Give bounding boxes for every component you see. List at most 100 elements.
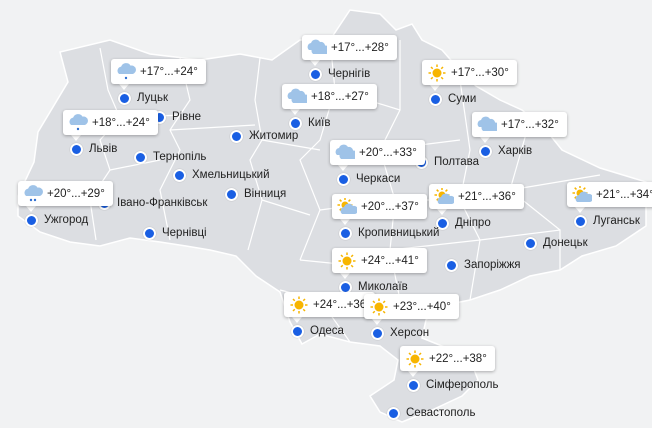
city-marker[interactable]: Черкаси <box>337 172 400 186</box>
city-marker[interactable]: Вінниця <box>225 187 286 201</box>
city-label: Кропивницький <box>358 227 440 239</box>
sun-icon <box>338 252 356 269</box>
city-dot[interactable] <box>289 116 302 130</box>
city-label: Сімферополь <box>426 379 499 391</box>
forecast-callout[interactable]: +20°...+37° <box>332 194 427 219</box>
callout-pointer <box>290 109 300 115</box>
city-label: Тернопіль <box>153 151 207 163</box>
city-dot[interactable] <box>339 226 352 240</box>
city-dot[interactable] <box>118 91 131 105</box>
city-marker[interactable]: Севастополь <box>387 406 475 420</box>
city-marker[interactable]: Ужгород <box>25 213 88 227</box>
city-label: Вінниця <box>244 188 287 200</box>
city-dot[interactable] <box>230 129 243 143</box>
callout-pointer <box>292 317 302 323</box>
city-label: Чернігів <box>328 68 371 80</box>
city-label: Запоріжжя <box>464 259 521 271</box>
callout-pointer <box>480 137 490 143</box>
city-label: Одеса <box>310 325 344 337</box>
city-marker[interactable]: Харків <box>479 144 532 158</box>
sun-icon <box>370 298 388 315</box>
city-dot[interactable] <box>407 378 420 392</box>
city-dot[interactable] <box>479 144 492 158</box>
city-label: Київ <box>308 117 331 129</box>
city-marker[interactable]: Чернівці <box>143 226 207 240</box>
forecast-callout[interactable]: +24°...+36° <box>284 292 375 317</box>
forecast-callout[interactable]: +20°...+29° <box>18 181 113 206</box>
forecast-callout[interactable]: +17°...+30° <box>422 60 517 85</box>
city-dot[interactable] <box>309 67 322 81</box>
city-marker[interactable]: Івано-Франківськ <box>98 196 207 210</box>
forecast-callout[interactable]: +21°...+36° <box>429 184 524 209</box>
forecast-callout[interactable]: +23°...+40° <box>364 294 459 319</box>
city-marker[interactable]: Одеса <box>291 324 344 338</box>
callout-pointer <box>26 206 36 212</box>
partly-cloudy-icon <box>572 185 592 202</box>
city-dot[interactable] <box>445 258 458 272</box>
city-marker[interactable]: Сімферополь <box>407 378 499 392</box>
sun-icon <box>406 350 424 367</box>
city-marker[interactable]: Суми <box>429 92 476 106</box>
city-marker[interactable]: Запоріжжя <box>445 258 521 272</box>
forecast-callout[interactable]: +17°...+32° <box>472 112 567 137</box>
city-dot[interactable] <box>574 214 587 228</box>
city-dot[interactable] <box>70 142 83 156</box>
callout-pointer <box>408 371 418 377</box>
city-marker[interactable]: Луцьк <box>118 91 168 105</box>
city-dot[interactable] <box>429 92 442 106</box>
forecast-callout[interactable]: +22°...+38° <box>400 346 495 371</box>
city-label: Рівне <box>172 111 202 123</box>
forecast-callout[interactable]: +18°...+27° <box>282 84 377 109</box>
city-dot[interactable] <box>173 168 186 182</box>
city-label: Хмельницький <box>192 169 270 181</box>
city-dot[interactable] <box>524 236 537 250</box>
city-marker[interactable]: Львів <box>70 142 117 156</box>
city-label: Суми <box>448 93 477 105</box>
city-label: Миколаїв <box>358 281 408 293</box>
city-marker[interactable]: Київ <box>289 116 330 130</box>
callout-pointer <box>338 165 348 171</box>
temperature-range: +20°...+37° <box>361 200 419 213</box>
forecast-callout[interactable]: +17°...+28° <box>302 35 397 60</box>
city-label: Чернівці <box>162 227 207 239</box>
temperature-range: +20°...+29° <box>47 187 105 200</box>
city-marker[interactable]: Рівне <box>153 110 201 124</box>
city-marker[interactable]: Дніпро <box>436 216 491 230</box>
forecast-callout[interactable]: +24°...+41° <box>332 248 427 273</box>
city-dot[interactable] <box>143 226 156 240</box>
city-marker[interactable]: Житомир <box>230 129 298 143</box>
forecast-callout[interactable]: +18°...+24° <box>63 110 158 135</box>
city-dot[interactable] <box>436 216 449 230</box>
rain-icon <box>117 62 136 79</box>
city-marker[interactable]: Хмельницький <box>173 168 270 182</box>
forecast-callout[interactable]: +21°...+34° <box>567 182 652 207</box>
city-marker[interactable]: Чернігів <box>309 67 370 81</box>
city-marker[interactable]: Луганськ <box>574 214 640 228</box>
city-dot[interactable] <box>225 187 238 201</box>
city-dot[interactable] <box>25 213 38 227</box>
city-dot[interactable] <box>371 326 384 340</box>
temperature-range: +20°...+33° <box>359 146 417 159</box>
cloudy-icon <box>287 88 307 103</box>
city-dot[interactable] <box>134 150 147 164</box>
city-marker[interactable]: Херсон <box>371 326 429 340</box>
callout-pointer <box>437 209 447 215</box>
temperature-range: +18°...+27° <box>311 90 369 103</box>
temperature-range: +18°...+24° <box>92 116 150 129</box>
city-marker[interactable]: Кропивницький <box>339 226 439 240</box>
city-label: Львів <box>89 143 118 155</box>
city-dot[interactable] <box>337 172 350 186</box>
temperature-range: +17°...+30° <box>451 66 509 79</box>
city-marker[interactable]: Тернопіль <box>134 150 206 164</box>
temperature-range: +24°...+36° <box>313 298 371 311</box>
cloudy-icon <box>307 39 327 54</box>
city-label: Івано-Франківськ <box>117 197 208 209</box>
forecast-callout[interactable]: +20°...+33° <box>330 140 425 165</box>
city-label: Полтава <box>434 156 480 168</box>
city-marker[interactable]: Донецьк <box>524 236 588 250</box>
city-dot[interactable] <box>387 406 400 420</box>
city-dot[interactable] <box>291 324 304 338</box>
forecast-callout[interactable]: +17°...+24° <box>111 59 206 84</box>
partly-cloudy-icon <box>434 187 454 204</box>
